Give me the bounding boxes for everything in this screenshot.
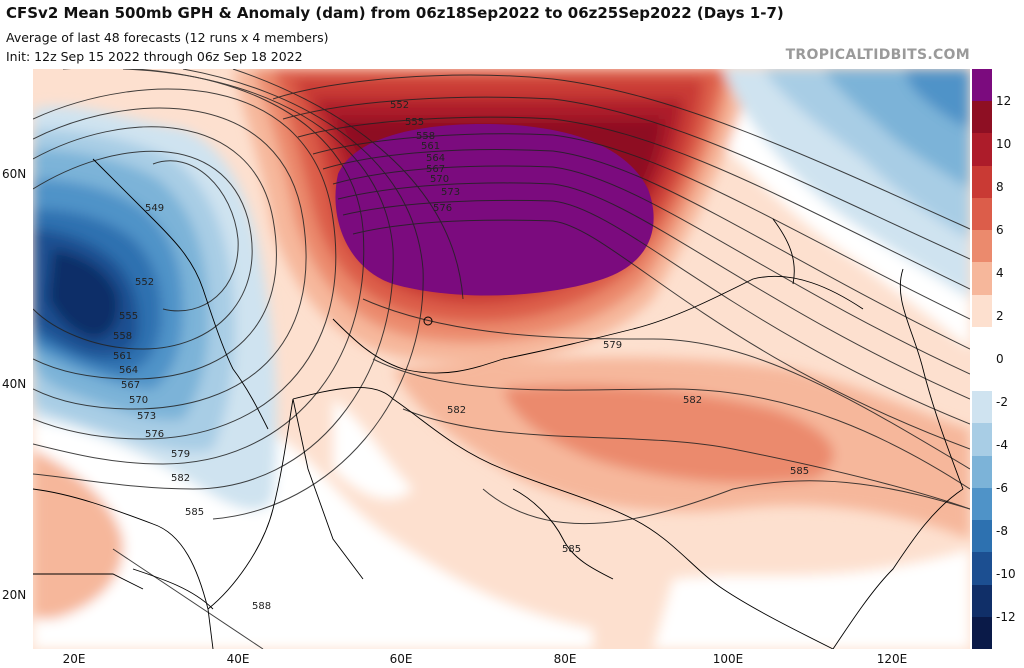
colorbar-segment: [972, 584, 992, 618]
contour-label-585-east: 585: [790, 466, 809, 477]
colorbar-segment: [972, 520, 992, 553]
contour-label-576-west: 576: [145, 429, 164, 440]
contour-label-552-west: 552: [135, 277, 154, 288]
colorbar: [972, 69, 992, 650]
contour-label-573-ridge: 573: [441, 187, 460, 198]
colorbar-segment: [972, 230, 992, 263]
contour-label-570-west: 570: [129, 395, 148, 406]
subtitle-forecasts: Average of last 48 forecasts (12 runs x …: [6, 30, 329, 45]
colorbar-segment: [972, 326, 992, 360]
brand-watermark[interactable]: TROPICALTIDBITS.COM: [785, 47, 970, 63]
colorbar-segment: [972, 423, 992, 457]
contour-label-561-ridge: 561: [421, 141, 440, 152]
lon-label-40e: 40E: [226, 652, 250, 666]
contour-label-567-west: 567: [121, 380, 140, 391]
lon-label-120e: 120E: [876, 652, 908, 666]
colorbar-segment: [972, 552, 992, 586]
colorbar-tick-label: -8: [996, 523, 1008, 538]
colorbar-tick-label: -4: [996, 437, 1008, 452]
contour-label-585-central: 585: [562, 544, 581, 555]
colorbar-segment: [972, 69, 992, 102]
colorbar-tick-label: 8: [996, 180, 1004, 195]
colorbar-tick-label: 2: [996, 309, 1004, 324]
colorbar-tick-label: 4: [996, 266, 1004, 281]
colorbar-tick-label: 10: [996, 137, 1012, 152]
contour-label-564-west: 564: [119, 365, 138, 376]
lon-label-60e: 60E: [389, 652, 413, 666]
colorbar-segment: [972, 616, 992, 650]
contour-label-570-ridge: 570: [430, 174, 449, 185]
contour-label-579-west: 579: [171, 449, 190, 460]
colorbar-segment: [972, 101, 992, 134]
contour-label-549: 549: [145, 203, 164, 214]
contour-label-558-ridge: 558: [416, 131, 435, 142]
contour-label-564-ridge: 564: [426, 153, 445, 164]
lon-label-20e: 20E: [62, 652, 86, 666]
colorbar-tick-label: -6: [996, 480, 1008, 495]
contour-label-555-west: 555: [119, 311, 138, 322]
lon-label-80e: 80E: [553, 652, 577, 666]
map-title: CFSv2 Mean 500mb GPH & Anomaly (dam) fro…: [6, 4, 784, 22]
colorbar-segment: [972, 455, 992, 489]
contour-label-558-west: 558: [113, 331, 132, 342]
colorbar-tick-label: 12: [996, 94, 1012, 109]
contour-label-567-ridge: 567: [426, 164, 445, 175]
contour-label-573-west: 573: [137, 411, 156, 422]
colorbar-segment: [972, 487, 992, 521]
contour-label-576-ridge: 576: [433, 203, 452, 214]
colorbar-segment: [972, 262, 992, 296]
colorbar-tick-label: 0: [996, 352, 1004, 366]
colorbar-tick-label: -12: [996, 609, 1016, 624]
anomaly-map: 549 552 555 558 561 564 567 570 573 576 …: [33, 69, 970, 649]
lat-label-40n: 40N: [2, 377, 27, 391]
contour-label-582-central: 582: [447, 405, 466, 416]
contour-label-561-west: 561: [113, 351, 132, 362]
contour-label-588: 588: [252, 601, 271, 612]
contour-label-579-east: 579: [603, 340, 622, 351]
colorbar-segment: [972, 165, 992, 199]
colorbar-segment: [972, 294, 992, 328]
lon-label-100e: 100E: [712, 652, 744, 666]
colorbar-segment: [972, 197, 992, 231]
colorbar-segment: [972, 391, 992, 424]
colorbar-tick-label: -2: [996, 394, 1008, 409]
subtitle-init: Init: 12z Sep 15 2022 through 06z Sep 18…: [6, 49, 303, 64]
lat-label-20n: 20N: [2, 588, 27, 602]
colorbar-tick-label: -10: [996, 566, 1016, 581]
colorbar-tick-label: 6: [996, 223, 1004, 238]
contour-label-582-west: 582: [171, 473, 190, 484]
colorbar-segment: [972, 133, 992, 167]
contour-label-582-east: 582: [683, 395, 702, 406]
lat-label-60n: 60N: [2, 167, 27, 181]
contour-label-552-ridge: 552: [390, 100, 409, 111]
contour-label-585-west: 585: [185, 507, 204, 518]
contour-label-555-ridge: 555: [405, 117, 424, 128]
colorbar-segment: [972, 359, 992, 392]
